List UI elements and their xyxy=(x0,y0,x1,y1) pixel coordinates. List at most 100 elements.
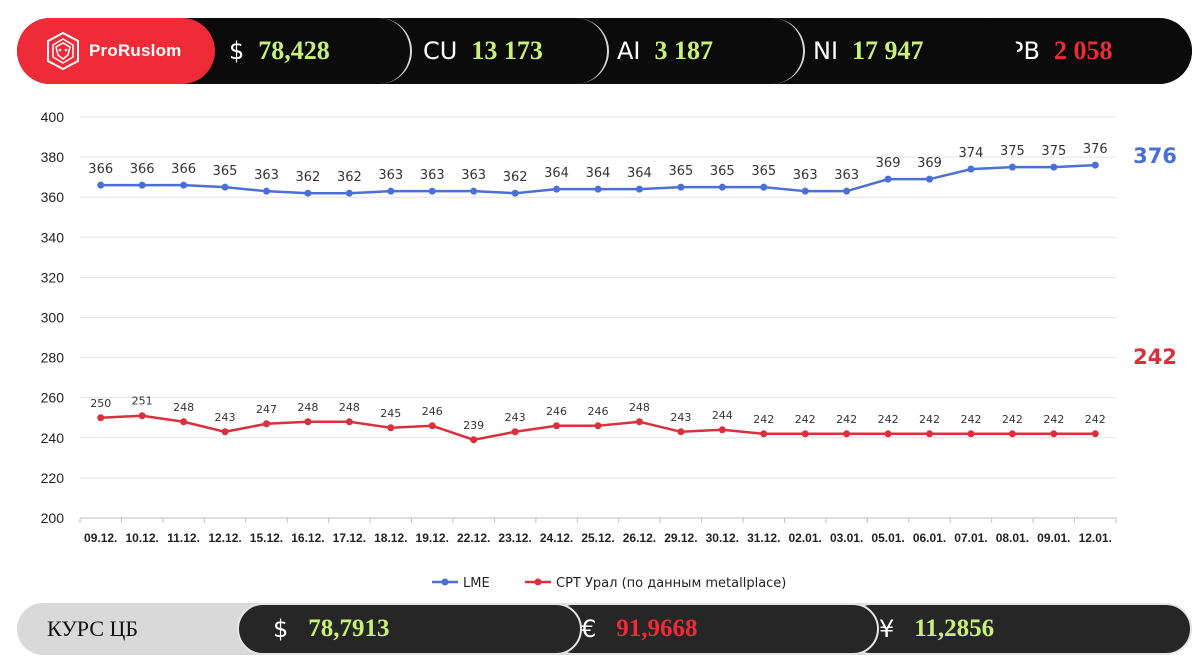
data-label: 362 xyxy=(503,170,528,185)
data-label: 244 xyxy=(712,409,733,422)
data-point xyxy=(97,181,105,189)
data-point xyxy=(470,436,478,444)
data-point xyxy=(594,185,602,193)
data-point xyxy=(553,185,561,193)
y-tick-label: 240 xyxy=(41,430,65,446)
y-tick-label: 380 xyxy=(41,149,65,165)
x-tick-label: 22.12. xyxy=(457,531,490,545)
y-tick-label: 220 xyxy=(41,470,65,486)
data-point xyxy=(428,422,436,430)
data-point xyxy=(926,175,934,183)
x-tick-label: 30.12. xyxy=(706,531,739,545)
x-tick-label: 06.01. xyxy=(913,531,946,545)
ticker-ai: AI 3 187 xyxy=(577,18,805,84)
x-tick-label: 12.01. xyxy=(1079,531,1112,545)
data-point xyxy=(345,418,353,426)
ticker-usd-value: 78,428 xyxy=(258,36,330,65)
ticker-ni-symbol: NI xyxy=(813,37,839,65)
data-label: 242 xyxy=(960,413,981,426)
legend-marker xyxy=(441,578,449,586)
data-label: 243 xyxy=(215,411,236,424)
data-label: 364 xyxy=(544,166,569,181)
rate-eur-symbol: € xyxy=(581,615,597,643)
data-point xyxy=(1008,163,1016,171)
data-point xyxy=(387,424,395,432)
x-tick-label: 26.12. xyxy=(623,531,656,545)
ticker-cu-value: 13 173 xyxy=(471,36,543,65)
ticker-ni: NI 17 947 xyxy=(757,18,1017,84)
data-label: 251 xyxy=(132,395,153,408)
data-point xyxy=(718,426,726,434)
data-label: 365 xyxy=(668,164,693,179)
x-tick-label: 02.01. xyxy=(789,531,822,545)
data-point xyxy=(718,183,726,191)
x-tick-label: 12.12. xyxy=(208,531,241,545)
data-label: 246 xyxy=(422,405,443,418)
data-label: 375 xyxy=(1041,144,1066,159)
data-point xyxy=(262,187,270,195)
rate-cny-symbol: ¥ xyxy=(879,615,895,643)
data-point xyxy=(594,422,602,430)
data-point xyxy=(304,189,312,197)
data-label: 362 xyxy=(296,170,321,185)
ticker-bar: PB 2 058 NI 17 947 AI 3 187 CU 13 173 $ … xyxy=(17,18,1192,84)
data-label: 245 xyxy=(380,407,401,420)
data-point xyxy=(1050,163,1058,171)
data-point xyxy=(760,183,768,191)
data-point xyxy=(635,418,643,426)
data-label: 242 xyxy=(919,413,940,426)
x-tick-label: 15.12. xyxy=(250,531,283,545)
x-tick-label: 31.12. xyxy=(747,531,780,545)
data-label: 364 xyxy=(627,166,652,181)
data-point xyxy=(221,183,229,191)
y-tick-label: 360 xyxy=(41,189,65,205)
y-tick-label: 340 xyxy=(41,229,65,245)
rate-usd-value: 78,7913 xyxy=(308,615,390,642)
x-tick-label: 19.12. xyxy=(416,531,449,545)
last-value-callout: 376 xyxy=(1133,144,1177,168)
data-label: 363 xyxy=(420,168,445,183)
data-point xyxy=(428,187,436,195)
y-tick-label: 200 xyxy=(41,510,65,526)
ticker-ai-value: 3 187 xyxy=(654,36,714,65)
data-point xyxy=(967,165,975,173)
data-point xyxy=(97,414,105,422)
data-label: 362 xyxy=(337,170,362,185)
data-point xyxy=(1008,430,1016,438)
data-point xyxy=(801,187,809,195)
data-label: 248 xyxy=(629,401,650,414)
ticker-ni-value: 17 947 xyxy=(852,36,924,65)
data-label: 365 xyxy=(751,164,776,179)
data-point xyxy=(387,187,395,195)
x-tick-label: 18.12. xyxy=(374,531,407,545)
legend-label: СРТ Урал (по данным metallplace) xyxy=(556,576,786,591)
x-tick-label: 17.12. xyxy=(333,531,366,545)
ticker-cu: CU 13 173 xyxy=(377,18,609,84)
data-label: 374 xyxy=(959,146,984,161)
data-point xyxy=(262,420,270,428)
data-point xyxy=(345,189,353,197)
ticker-usd: $ 78,428 xyxy=(167,18,412,84)
data-point xyxy=(511,189,519,197)
data-label: 366 xyxy=(88,162,113,177)
ticker-pb-value: 2 058 xyxy=(1053,36,1113,65)
data-label: 366 xyxy=(130,162,155,177)
data-label: 242 xyxy=(1085,413,1106,426)
data-label: 239 xyxy=(463,419,484,432)
data-label: 248 xyxy=(339,401,360,414)
data-label: 365 xyxy=(710,164,735,179)
data-point xyxy=(677,428,685,436)
x-tick-label: 23.12. xyxy=(498,531,531,545)
data-label: 242 xyxy=(1002,413,1023,426)
y-tick-label: 320 xyxy=(41,269,65,285)
data-point xyxy=(926,430,934,438)
data-point xyxy=(470,187,478,195)
data-label: 248 xyxy=(173,401,194,414)
data-point xyxy=(801,430,809,438)
data-point xyxy=(553,422,561,430)
data-label: 243 xyxy=(670,411,691,424)
data-point xyxy=(138,412,146,420)
y-tick-label: 280 xyxy=(41,350,65,366)
last-value-callout: 242 xyxy=(1133,345,1177,369)
data-point xyxy=(884,175,892,183)
